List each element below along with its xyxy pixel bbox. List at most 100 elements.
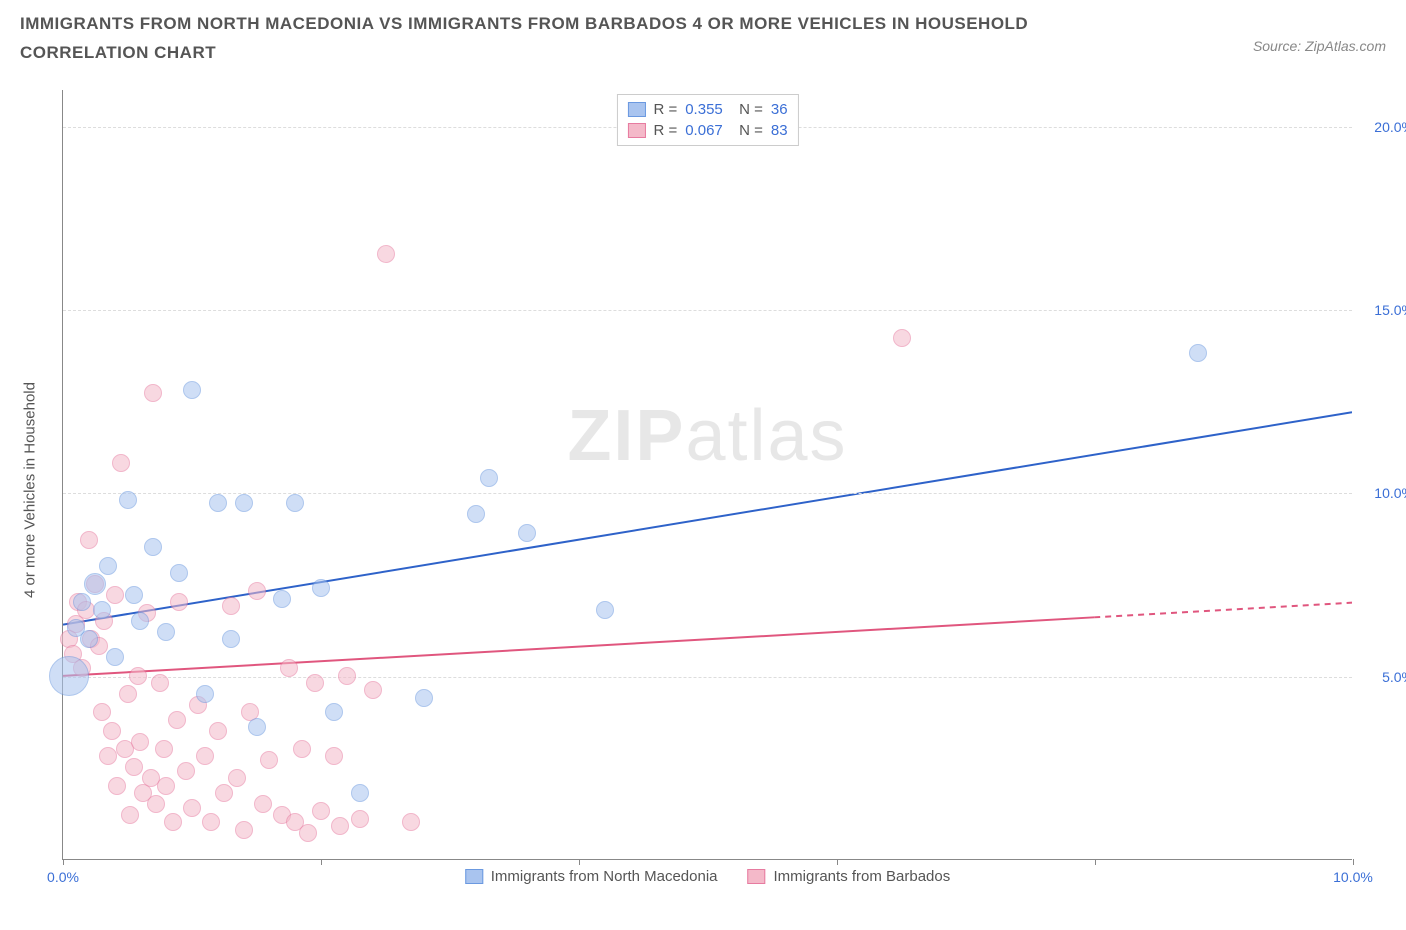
data-point-macedonia bbox=[144, 538, 162, 556]
data-point-macedonia bbox=[73, 593, 91, 611]
data-point-macedonia bbox=[49, 656, 89, 696]
n-label: N = bbox=[731, 122, 763, 139]
data-point-macedonia bbox=[351, 784, 369, 802]
data-point-barbados bbox=[177, 762, 195, 780]
data-point-barbados bbox=[144, 384, 162, 402]
data-point-barbados bbox=[331, 817, 349, 835]
data-point-barbados bbox=[228, 769, 246, 787]
x-tick bbox=[837, 859, 838, 865]
data-point-barbados bbox=[106, 586, 124, 604]
data-point-barbados bbox=[312, 802, 330, 820]
data-point-macedonia bbox=[106, 648, 124, 666]
chart-title: IMMIGRANTS FROM NORTH MACEDONIA VS IMMIG… bbox=[20, 10, 1140, 68]
legend-item: Immigrants from Barbados bbox=[748, 868, 951, 885]
legend-swatch bbox=[627, 123, 645, 138]
legend-label: Immigrants from Barbados bbox=[774, 868, 951, 885]
n-value: 36 bbox=[771, 101, 788, 118]
data-point-macedonia bbox=[196, 685, 214, 703]
legend-swatch bbox=[627, 102, 645, 117]
data-point-barbados bbox=[147, 795, 165, 813]
r-label: R = bbox=[653, 101, 677, 118]
gridline bbox=[63, 677, 1352, 678]
data-point-barbados bbox=[151, 674, 169, 692]
plot-wrap: 4 or more Vehicles in Household ZIPatlas… bbox=[50, 90, 1370, 890]
data-point-barbados bbox=[157, 777, 175, 795]
data-point-macedonia bbox=[518, 524, 536, 542]
data-point-barbados bbox=[170, 593, 188, 611]
data-point-macedonia bbox=[235, 494, 253, 512]
x-tick bbox=[579, 859, 580, 865]
data-point-barbados bbox=[112, 454, 130, 472]
data-point-macedonia bbox=[1189, 344, 1207, 362]
y-axis-label: 4 or more Vehicles in Household bbox=[22, 382, 39, 598]
data-point-barbados bbox=[364, 681, 382, 699]
data-point-macedonia bbox=[131, 612, 149, 630]
gridline bbox=[63, 493, 1352, 494]
data-point-macedonia bbox=[415, 689, 433, 707]
data-point-barbados bbox=[131, 733, 149, 751]
x-tick bbox=[1353, 859, 1354, 865]
data-point-macedonia bbox=[157, 623, 175, 641]
legend-item: Immigrants from North Macedonia bbox=[465, 868, 718, 885]
data-point-macedonia bbox=[480, 469, 498, 487]
x-tick-label: 10.0% bbox=[1333, 869, 1373, 885]
x-tick bbox=[63, 859, 64, 865]
data-point-barbados bbox=[893, 329, 911, 347]
data-point-barbados bbox=[155, 740, 173, 758]
data-point-macedonia bbox=[312, 579, 330, 597]
r-label: R = bbox=[653, 122, 677, 139]
data-point-barbados bbox=[351, 810, 369, 828]
data-point-macedonia bbox=[183, 381, 201, 399]
data-point-barbados bbox=[103, 722, 121, 740]
data-point-macedonia bbox=[84, 573, 106, 595]
data-point-barbados bbox=[280, 659, 298, 677]
data-point-barbados bbox=[377, 245, 395, 263]
data-point-macedonia bbox=[93, 601, 111, 619]
legend-swatch bbox=[465, 869, 483, 884]
data-point-macedonia bbox=[80, 630, 98, 648]
data-point-barbados bbox=[93, 703, 111, 721]
legend-row-macedonia: R = 0.355 N = 36 bbox=[627, 99, 787, 120]
data-point-macedonia bbox=[286, 494, 304, 512]
y-tick-label: 20.0% bbox=[1374, 119, 1406, 135]
data-point-macedonia bbox=[125, 586, 143, 604]
data-point-barbados bbox=[183, 799, 201, 817]
correlation-legend: R = 0.355 N = 36R = 0.067 N = 83 bbox=[616, 94, 798, 146]
trend-lines bbox=[63, 90, 1352, 859]
data-point-macedonia bbox=[248, 718, 266, 736]
watermark: ZIPatlas bbox=[567, 395, 847, 477]
data-point-macedonia bbox=[99, 557, 117, 575]
data-point-barbados bbox=[338, 667, 356, 685]
data-point-macedonia bbox=[596, 601, 614, 619]
data-point-barbados bbox=[325, 747, 343, 765]
watermark-light: atlas bbox=[685, 396, 847, 476]
data-point-macedonia bbox=[170, 564, 188, 582]
data-point-macedonia bbox=[222, 630, 240, 648]
n-label: N = bbox=[731, 101, 763, 118]
data-point-barbados bbox=[222, 597, 240, 615]
data-point-macedonia bbox=[325, 703, 343, 721]
data-point-barbados bbox=[306, 674, 324, 692]
data-point-barbados bbox=[168, 711, 186, 729]
data-point-barbados bbox=[254, 795, 272, 813]
legend-label: Immigrants from North Macedonia bbox=[491, 868, 718, 885]
y-tick-label: 15.0% bbox=[1374, 302, 1406, 318]
data-point-macedonia bbox=[209, 494, 227, 512]
watermark-bold: ZIP bbox=[567, 396, 685, 476]
data-point-barbados bbox=[293, 740, 311, 758]
data-point-macedonia bbox=[273, 590, 291, 608]
source-label: Source: ZipAtlas.com bbox=[1253, 38, 1386, 54]
r-value: 0.355 bbox=[685, 101, 723, 118]
data-point-barbados bbox=[121, 806, 139, 824]
series-legend: Immigrants from North Macedonia Immigrant… bbox=[465, 868, 950, 885]
data-point-barbados bbox=[99, 747, 117, 765]
data-point-barbados bbox=[80, 531, 98, 549]
x-tick bbox=[1095, 859, 1096, 865]
plot-area: ZIPatlas R = 0.355 N = 36R = 0.067 N = 8… bbox=[62, 90, 1352, 860]
x-tick bbox=[321, 859, 322, 865]
data-point-barbados bbox=[299, 824, 317, 842]
data-point-barbados bbox=[209, 722, 227, 740]
data-point-barbados bbox=[129, 667, 147, 685]
data-point-macedonia bbox=[467, 505, 485, 523]
n-value: 83 bbox=[771, 122, 788, 139]
